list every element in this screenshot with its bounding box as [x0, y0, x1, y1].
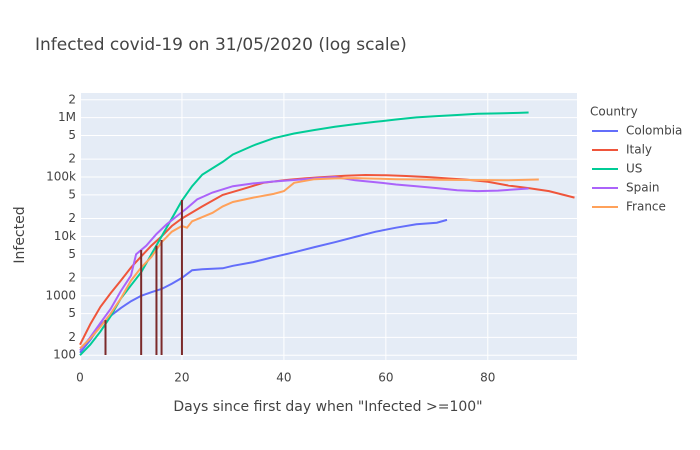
series-line [79, 111, 529, 356]
y-tick-label: 2 [68, 211, 76, 225]
y-tick-label: 10k [54, 229, 76, 243]
y-axis-title: Infected [12, 206, 28, 263]
x-tick-label: 60 [378, 371, 393, 385]
x-axis-title: Days since first day when "Infected >=10… [173, 399, 482, 415]
y-tick-label: 5 [68, 247, 76, 261]
x-tick-label: 40 [276, 371, 291, 385]
y-tick-label: 2 [68, 152, 76, 166]
marks [79, 111, 575, 356]
y-tick-label: 5 [68, 306, 76, 320]
y-tick-label: 5 [68, 128, 76, 142]
x-tick-label: 20 [174, 371, 189, 385]
y-tick-label: 1M [58, 110, 76, 124]
y-tick-label: 2 [68, 330, 76, 344]
y-tick-label: 100k [46, 170, 76, 184]
y-tick-label: 5 [68, 187, 76, 201]
chart-title: Infected covid-19 on 31/05/2020 (log sca… [35, 35, 407, 55]
y-tick-label: 100 [53, 348, 76, 362]
grid [79, 93, 577, 360]
legend-title: Country [590, 105, 638, 119]
legend-label: Spain [626, 181, 660, 195]
plot-background [80, 93, 577, 360]
y-tick-label: 2 [68, 92, 76, 106]
legend-label: US [626, 162, 642, 176]
y-tick-label: 2 [68, 270, 76, 284]
legend-label: Italy [626, 143, 652, 157]
legend-label: France [626, 200, 666, 214]
x-tick-label: 80 [480, 371, 495, 385]
series-line [79, 218, 448, 354]
x-tick-label: 0 [76, 371, 84, 385]
y-tick-label: 1000 [45, 288, 76, 302]
series-line [79, 175, 529, 352]
legend-label: Colombia [626, 124, 682, 138]
series-line [79, 177, 539, 350]
